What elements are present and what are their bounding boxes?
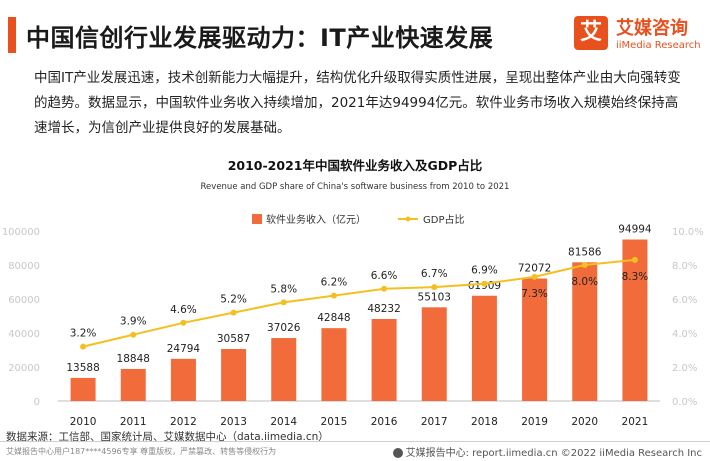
x-tick-label: 2019 (521, 416, 548, 428)
gdp-value-label: 6.7% (421, 268, 448, 280)
bar-2010 (70, 377, 96, 401)
bar-value-label: 30587 (217, 333, 250, 345)
chart: 2010-2021年中国软件业务收入及GDP占比 Revenue and GDP… (2, 158, 704, 428)
y-left-tick-label: 80000 (8, 261, 40, 272)
x-tick-label: 2013 (220, 416, 247, 428)
legend-line-label: GDP占比 (423, 213, 464, 226)
bar-value-label: 55103 (418, 291, 451, 303)
x-tick-label: 2011 (120, 416, 147, 428)
logo-cn-text: 艾媒咨询 (616, 18, 688, 39)
x-tick-label: 2010 (70, 416, 97, 428)
report-center-icon (392, 448, 403, 458)
copyright-info: 艾媒报告中心: report.iimedia.cn ©2022 iiMedia … (392, 444, 702, 459)
bar-value-label: 42848 (317, 312, 350, 324)
gdp-share-line (82, 258, 636, 348)
gdp-value-label: 7.3% (521, 288, 548, 300)
y-axis-right: 0.0% 2.0% 4.0% 6.0% 8.0% 10.0% (672, 227, 704, 408)
y-right-tick-label: 8.0% (672, 261, 697, 272)
gdp-value-label: 8.3% (622, 271, 649, 283)
gdp-value-label: 6.2% (321, 277, 348, 289)
bar-2021 (622, 239, 648, 401)
logo-en-text: iiMedia Research (616, 40, 701, 51)
gdp-value-label: 3.9% (120, 316, 147, 328)
y-left-tick-label: 60000 (8, 295, 40, 306)
legend-bar-swatch (252, 214, 262, 224)
gdp-point-2020 (581, 262, 588, 268)
gdp-point-2019 (531, 273, 538, 280)
y-right-tick-label: 0.0% (672, 397, 697, 408)
bar-2017 (421, 307, 447, 401)
copyright-info-text: 艾媒报告中心: report.iimedia.cn ©2022 iiMedia … (405, 448, 702, 459)
bar-value-label: 72072 (518, 262, 551, 274)
y-left-tick-label: 40000 (8, 329, 40, 340)
bar-2011 (120, 368, 146, 401)
line-series: 3.2% 3.9% 4.6% 5.2% 5.8% 6.2% 6.6% 6.7% 6.9% 7.3%… (70, 256, 649, 350)
y-right-tick-label: 4.0% (672, 329, 697, 340)
copyright-notice: 艾媒报告中心用户187****4596专享 尊重版权，严禁篡改、转售等侵权行为 (6, 447, 277, 456)
gdp-value-label: 8.0% (571, 276, 598, 288)
logo-mark: 艾 (574, 16, 608, 50)
bar-value-label: 18848 (117, 353, 150, 365)
footer-divider (0, 441, 710, 442)
data-source: 数据来源：工信部、国家统计局、艾媒数据中心（data.iimedia.cn） (6, 431, 329, 443)
x-tick-label: 2016 (371, 416, 398, 428)
gdp-point-2012 (180, 319, 187, 326)
iimedia-logo: 艾 艾媒咨询 iiMedia Research (574, 14, 704, 60)
bar-2012 (170, 358, 196, 401)
legend: 软件业务收入（亿元） GDP占比 (252, 213, 464, 226)
gdp-point-2013 (230, 309, 237, 316)
bar-value-label: 13588 (66, 362, 99, 374)
x-tick-label: 2017 (421, 416, 448, 428)
x-axis-labels: 2010 2011 2012 2013 2014 2015 2016 2017 2018 2019… (70, 416, 649, 428)
gdp-point-2015 (330, 292, 337, 299)
bar-2014 (271, 338, 297, 401)
y-right-tick-label: 10.0% (672, 227, 704, 238)
bar-value-label: 24794 (167, 343, 201, 355)
gdp-point-2016 (381, 285, 388, 292)
legend-bar-label: 软件业务收入（亿元） (266, 213, 366, 226)
bar-labels: 13588 18848 24794 30587 37026 42848 48232 55103… (66, 224, 652, 374)
bar-2013 (221, 349, 247, 401)
y-left-tick-label: 0 (34, 397, 40, 408)
page-title: 中国信创行业发展驱动力：IT产业快速发展 (26, 24, 494, 52)
x-tick-label: 2021 (622, 416, 649, 428)
gdp-point-2017 (431, 284, 438, 291)
gdp-value-label: 3.2% (70, 328, 97, 340)
bar-2016 (371, 319, 397, 401)
y-right-tick-label: 6.0% (672, 295, 697, 306)
gdp-point-2011 (130, 331, 137, 338)
gdp-point-2010 (80, 343, 87, 350)
bar-2018 (471, 295, 497, 401)
bar-2015 (321, 328, 347, 401)
gdp-value-label: 4.6% (170, 304, 197, 316)
gdp-point-2014 (280, 299, 287, 306)
x-tick-label: 2020 (571, 416, 598, 428)
chart-subtitle: Revenue and GDP share of China's softwar… (201, 182, 510, 192)
bar-value-label: 37026 (267, 322, 301, 334)
bar-value-label: 81586 (568, 246, 602, 258)
bar-2019 (522, 278, 548, 401)
description-paragraph: 中国IT产业发展迅速，技术创新能力大幅提升，结构优化升级取得实质性进展，呈现出整… (34, 70, 681, 136)
gdp-point-2021 (631, 256, 638, 263)
legend-line-marker (405, 216, 411, 222)
x-tick-label: 2018 (471, 416, 498, 428)
x-tick-label: 2014 (270, 416, 297, 428)
y-left-tick-label: 20000 (8, 363, 40, 374)
x-tick-label: 2015 (321, 416, 348, 428)
bar-value-label: 48232 (367, 303, 400, 315)
x-tick-label: 2012 (170, 416, 197, 428)
bar-value-label: 94994 (618, 224, 652, 236)
gdp-value-label: 5.8% (270, 283, 297, 295)
bar-series (70, 239, 648, 401)
bar-2020 (572, 262, 598, 401)
gdp-value-label: 5.2% (220, 294, 247, 306)
chart-title: 2010-2021年中国软件业务收入及GDP占比 (228, 158, 483, 173)
y-axis-left: 0 20000 40000 60000 80000 100000 (2, 227, 40, 408)
gdp-value-label: 6.9% (471, 265, 498, 277)
y-left-tick-label: 100000 (2, 227, 40, 238)
title-accent-bar (8, 17, 16, 53)
y-right-tick-label: 2.0% (672, 363, 697, 374)
gdp-value-label: 6.6% (371, 270, 398, 282)
gdp-point-2018 (481, 280, 488, 287)
